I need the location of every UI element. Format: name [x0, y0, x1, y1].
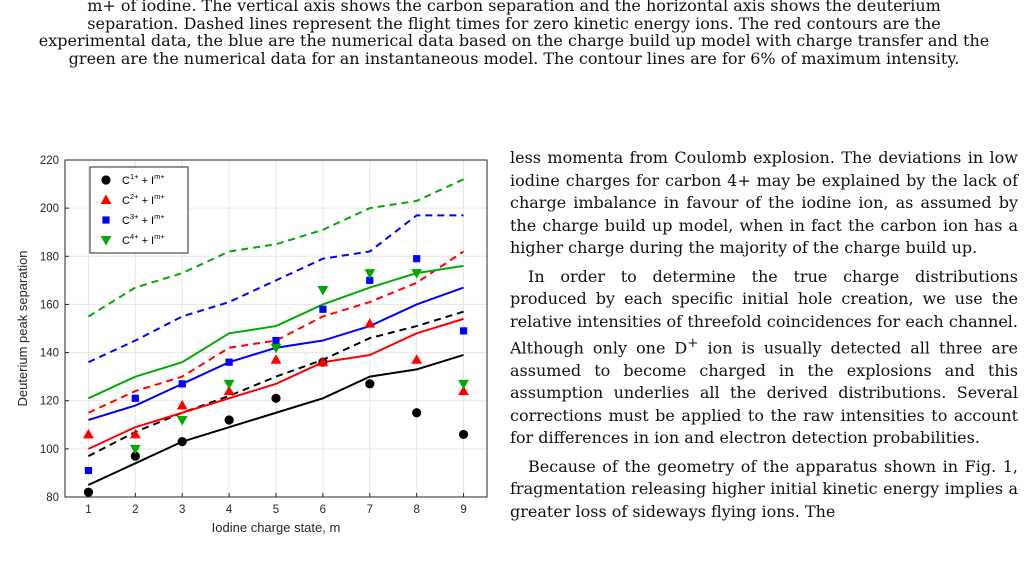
series-2-data-point — [83, 428, 94, 439]
x-tick-label: 4 — [226, 504, 233, 516]
figure-caption: m+ of iodine. The vertical axis shows th… — [0, 0, 1028, 70]
series-2-data-point — [129, 428, 141, 439]
legend-superscript: m+ — [154, 212, 165, 221]
legend-superscript: m+ — [154, 232, 165, 241]
series-1-data-point — [224, 415, 234, 425]
y-tick-label: 160 — [40, 299, 59, 311]
series-3-data-point — [84, 466, 93, 475]
series-4-data-point — [129, 444, 141, 455]
series-4-data-point — [364, 269, 376, 279]
series-3-dashed-line — [88, 214, 464, 364]
series-2-data-point — [458, 385, 469, 396]
series-2-dashed-line — [88, 250, 465, 414]
superscript: + — [687, 336, 699, 351]
paragraph-text: ion is usually detected all three are as… — [510, 338, 1019, 448]
chart-svg: 1 2 3 4 5 6 7 8 9 80 100 120 140 160 180 200 220 Iodine c… — [15, 155, 488, 535]
legend-marker — [101, 175, 111, 185]
series-2-data-point — [364, 318, 376, 328]
series-3-data-point — [131, 394, 139, 402]
caption-line: experimental data, the blue are the nume… — [38, 31, 990, 50]
series-3-data-point — [225, 358, 233, 366]
legend-label: C1+ + Im+ — [122, 172, 165, 187]
caption-line: m+ of iodine. The vertical axis shows th… — [87, 0, 941, 15]
x-tick-label: 1 — [85, 504, 91, 516]
series-4-data-point — [223, 379, 235, 390]
x-tick-label: 9 — [460, 504, 466, 516]
legend-label: C2+ + Im+ — [122, 192, 165, 207]
series-2-data-point — [176, 399, 188, 410]
series-1-data-point — [177, 437, 187, 447]
series-3-data-point — [319, 305, 327, 313]
caption-line: green are the numerical data for an inst… — [68, 48, 960, 68]
x-tick-label: 7 — [367, 504, 373, 516]
legend-superscript: m+ — [154, 172, 165, 181]
series-2-data-point — [411, 354, 423, 364]
series-4-solid-line — [88, 264, 464, 400]
legend-text: C — [122, 215, 130, 227]
series-1-data-point — [130, 451, 140, 461]
paragraph-text: In order to determine the true charge di… — [510, 266, 1018, 358]
y-tick-label: 180 — [40, 251, 59, 263]
series-3-data-point — [178, 380, 186, 388]
legend-text: C — [122, 195, 130, 207]
chart-figure: 1 2 3 4 5 6 7 8 9 80 100 120 140 160 180 200 220 Iodine c… — [0, 145, 500, 570]
legend-text: + I — [139, 175, 155, 187]
series-2-data-point — [223, 385, 235, 396]
x-tick-label: 3 — [179, 504, 185, 516]
series-2-data-point — [270, 354, 282, 364]
y-tick-label: 120 — [40, 396, 59, 408]
series-1-data-point — [458, 429, 469, 440]
x-tick-label: 5 — [273, 504, 279, 516]
paragraph: Because of the geometry of the apparatus… — [510, 456, 1018, 521]
series-3-data-point — [413, 255, 421, 263]
legend-superscript: m+ — [154, 192, 165, 201]
y-tick-label: 200 — [40, 203, 59, 215]
legend-text: + I — [139, 215, 155, 227]
axes-box — [64, 159, 488, 498]
series-4-data-point — [458, 379, 469, 390]
series-2-data-point — [317, 356, 329, 367]
legend-text: C — [122, 175, 130, 187]
caption-line: separation. Dashed lines represent the f… — [87, 13, 941, 33]
series-4-data-point — [270, 343, 282, 354]
y-axis-label: Deuterium peak separation — [15, 250, 30, 406]
legend-text: + I — [139, 235, 155, 247]
x-tick-label: 2 — [132, 504, 138, 516]
legend-superscript: 4+ — [130, 232, 139, 241]
y-tick-label: 100 — [40, 444, 59, 456]
x-tick-label: 8 — [413, 504, 419, 516]
legend-text: C — [122, 235, 130, 247]
x-tick-label: 6 — [320, 504, 326, 516]
series-1-solid-line — [88, 354, 464, 486]
series-3-data-point — [459, 327, 468, 335]
paragraph: less momenta from Coulomb explosion. The… — [510, 148, 1018, 257]
x-axis-label: Iodine charge state, m — [212, 520, 341, 535]
legend-marker — [100, 194, 112, 204]
series-1-dashed-line — [87, 310, 464, 457]
series-3-data-point — [366, 276, 374, 284]
series-4-data-point — [411, 269, 423, 279]
series-1-data-point — [412, 408, 422, 418]
series-1-data-point — [271, 393, 281, 403]
y-tick-label: 140 — [40, 348, 59, 360]
legend-marker — [100, 236, 112, 246]
y-tick-label: 220 — [40, 155, 59, 167]
series-4-data-point — [176, 415, 188, 426]
series-1-data-point — [365, 379, 375, 389]
legend-label: C4+ + Im+ — [122, 232, 165, 247]
legend-text: + I — [139, 195, 155, 207]
legend-superscript: 2+ — [130, 192, 139, 201]
legend-marker — [102, 216, 110, 224]
series-3-data-point — [272, 336, 280, 345]
paragraph: In order to determine the true charge di… — [510, 266, 1018, 450]
series-1-data-point — [83, 487, 94, 497]
body-text-column: less momenta from Coulomb explosion. The… — [510, 147, 1018, 523]
series-4-data-point — [317, 285, 329, 296]
series-2-solid-line — [88, 317, 464, 450]
legend-label: C3+ + Im+ — [122, 212, 165, 227]
legend-superscript: 3+ — [130, 212, 139, 221]
y-tick-label: 80 — [46, 492, 59, 504]
legend-superscript: 1+ — [130, 172, 139, 181]
